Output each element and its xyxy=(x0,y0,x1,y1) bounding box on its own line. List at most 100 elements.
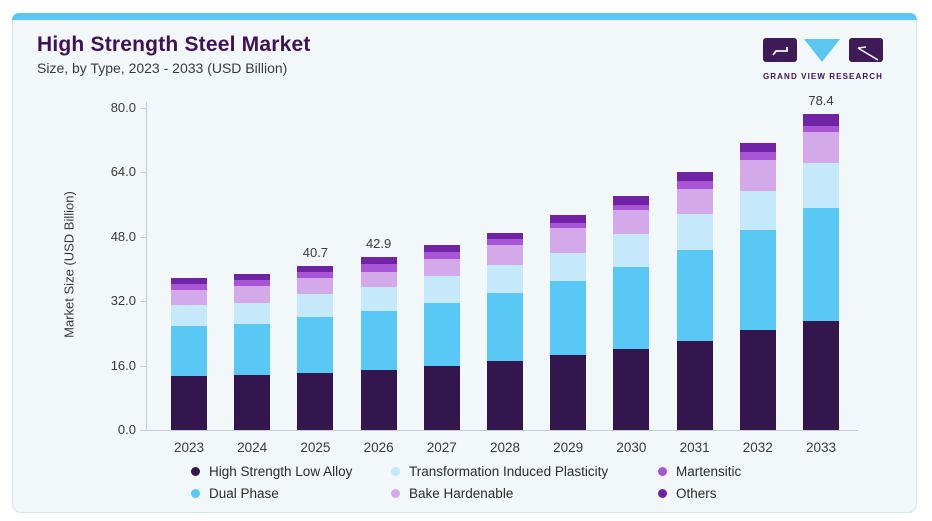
bar-segment-bake-hardenable xyxy=(171,290,207,306)
legend-dot xyxy=(658,466,667,476)
bar-segment-bake-hardenable xyxy=(739,160,776,191)
y-tick-label: 0.0 xyxy=(117,422,136,437)
bar-segment-high-strength-low-alloy xyxy=(676,340,713,431)
bar-segment-bake-hardenable xyxy=(613,210,650,234)
x-tick-label-2030: 2030 xyxy=(616,440,647,455)
x-tick-label-2033: 2033 xyxy=(805,440,837,455)
bar-segment-dual-phase xyxy=(487,293,523,362)
bar-segment-martensitic xyxy=(487,239,523,245)
bar-segment-others xyxy=(676,172,713,182)
y-axis-line xyxy=(146,102,147,430)
x-tick-label-2031: 2031 xyxy=(679,440,710,455)
bar-segment-others xyxy=(550,215,587,223)
bar-segment-martensitic xyxy=(676,181,713,189)
bar-segment-high-strength-low-alloy xyxy=(550,354,587,430)
bar-2023 xyxy=(171,278,207,430)
bar-segment-bake-hardenable xyxy=(234,286,271,304)
y-tick-label: 64.0 xyxy=(110,164,136,180)
bar-segment-high-strength-low-alloy xyxy=(171,375,207,430)
y-tick-mark xyxy=(140,107,146,109)
y-tick-mark xyxy=(140,172,146,174)
bar-segment-others xyxy=(487,232,523,240)
bar-segment-dual-phase xyxy=(613,266,650,349)
bar-segment-martensitic xyxy=(550,222,587,229)
bar-segment-transformation-induced-plasticity xyxy=(739,190,776,230)
bar-segment-high-strength-low-alloy xyxy=(360,369,397,431)
bar-2029 xyxy=(550,215,587,430)
legend-label: Dual Phase xyxy=(209,485,279,501)
bar-segment-transformation-induced-plasticity xyxy=(613,233,650,267)
legend-entry-martensitic: Martensitic xyxy=(658,462,741,480)
bar-2033 xyxy=(803,114,839,431)
grand-view-research-logo: GRAND VIEW RESEARCH xyxy=(760,36,886,81)
chart-header: High Strength Steel Market Size, by Type… xyxy=(37,33,311,76)
chart-title: High Strength Steel Market xyxy=(37,33,311,56)
legend-dot xyxy=(191,466,200,476)
x-tick-label-2032: 2032 xyxy=(742,440,773,455)
x-tick-label-2028: 2028 xyxy=(489,440,521,455)
legend-dot xyxy=(391,466,400,476)
x-tick-label-2025: 2025 xyxy=(300,440,331,455)
bar-segment-transformation-induced-plasticity xyxy=(171,305,207,327)
bar-segment-dual-phase xyxy=(739,229,776,331)
y-tick-label: 80.0 xyxy=(110,99,136,115)
y-tick-label: 32.0 xyxy=(110,293,136,309)
bar-segment-dual-phase xyxy=(360,311,397,370)
chart-subtitle: Size, by Type, 2023 - 2033 (USD Billion) xyxy=(37,60,288,76)
bar-2027 xyxy=(423,245,460,431)
bar-segment-others xyxy=(171,278,207,285)
bar-2032 xyxy=(739,143,776,430)
bar-segment-bake-hardenable xyxy=(550,228,587,253)
x-tick-label-2029: 2029 xyxy=(553,440,584,455)
bar-segment-others xyxy=(234,274,271,281)
bar-total-label-2026: 42.9 xyxy=(365,236,392,252)
bar-segment-transformation-induced-plasticity xyxy=(550,252,587,282)
bar-segment-bake-hardenable xyxy=(423,258,460,277)
legend-label: Martensitic xyxy=(676,463,742,479)
bar-segment-martensitic xyxy=(360,263,397,273)
bar-segment-dual-phase xyxy=(234,324,271,375)
legend-entry-dual-phase: Dual Phase xyxy=(191,484,279,502)
bar-segment-martensitic xyxy=(613,204,650,211)
x-tick-label-2023: 2023 xyxy=(173,440,205,455)
chart-card: High Strength Steel Market Size, by Type… xyxy=(12,13,917,513)
bar-segment-high-strength-low-alloy xyxy=(739,330,776,430)
legend-label: Bake Hardenable xyxy=(409,485,514,501)
bar-segment-others xyxy=(803,114,839,127)
y-tick-mark xyxy=(140,365,146,367)
bar-2026 xyxy=(360,257,397,431)
bar-segment-others xyxy=(739,143,776,153)
bar-segment-transformation-induced-plasticity xyxy=(676,214,713,251)
bar-segment-high-strength-low-alloy xyxy=(423,365,460,431)
bar-2028 xyxy=(487,232,523,430)
bar-segment-martensitic xyxy=(803,126,839,133)
bar-total-label-2033: 78.4 xyxy=(808,93,834,109)
bar-segment-high-strength-low-alloy xyxy=(234,374,271,431)
legend-entry-others: Others xyxy=(658,484,717,502)
bar-segment-martensitic xyxy=(297,272,334,279)
bar-segment-dual-phase xyxy=(171,326,207,376)
bar-segment-others xyxy=(613,196,650,205)
legend-label: Transformation Induced Plasticity xyxy=(409,463,609,479)
bar-2031 xyxy=(676,172,713,431)
bar-segment-bake-hardenable xyxy=(803,132,839,163)
bar-segment-transformation-induced-plasticity xyxy=(360,286,397,312)
legend-label: Others xyxy=(676,485,717,501)
y-tick-mark xyxy=(140,236,146,238)
bar-segment-bake-hardenable xyxy=(487,245,523,266)
x-tick-label-2024: 2024 xyxy=(237,440,268,455)
legend-entry-high-strength-low-alloy: High Strength Low Alloy xyxy=(191,462,352,480)
bar-segment-bake-hardenable xyxy=(676,188,713,215)
x-tick-label-2026: 2026 xyxy=(363,440,394,455)
bar-segment-bake-hardenable xyxy=(360,272,397,287)
bar-segment-bake-hardenable xyxy=(297,278,334,295)
bar-2030 xyxy=(613,196,650,431)
bar-segment-others xyxy=(423,245,460,253)
legend-label: High Strength Low Alloy xyxy=(209,463,353,479)
legend-entry-bake-hardenable: Bake Hardenable xyxy=(391,484,513,502)
bar-segment-dual-phase xyxy=(297,316,334,373)
legend-entry-transformation-induced-plasticity: Transformation Induced Plasticity xyxy=(391,462,608,480)
bar-segment-others xyxy=(297,265,334,273)
stacked-bar-chart: 0.0 16.0 32.0 48.0 64.0 80.0 Market Size (USD … xyxy=(13,14,918,514)
bar-segment-dual-phase xyxy=(423,303,460,366)
